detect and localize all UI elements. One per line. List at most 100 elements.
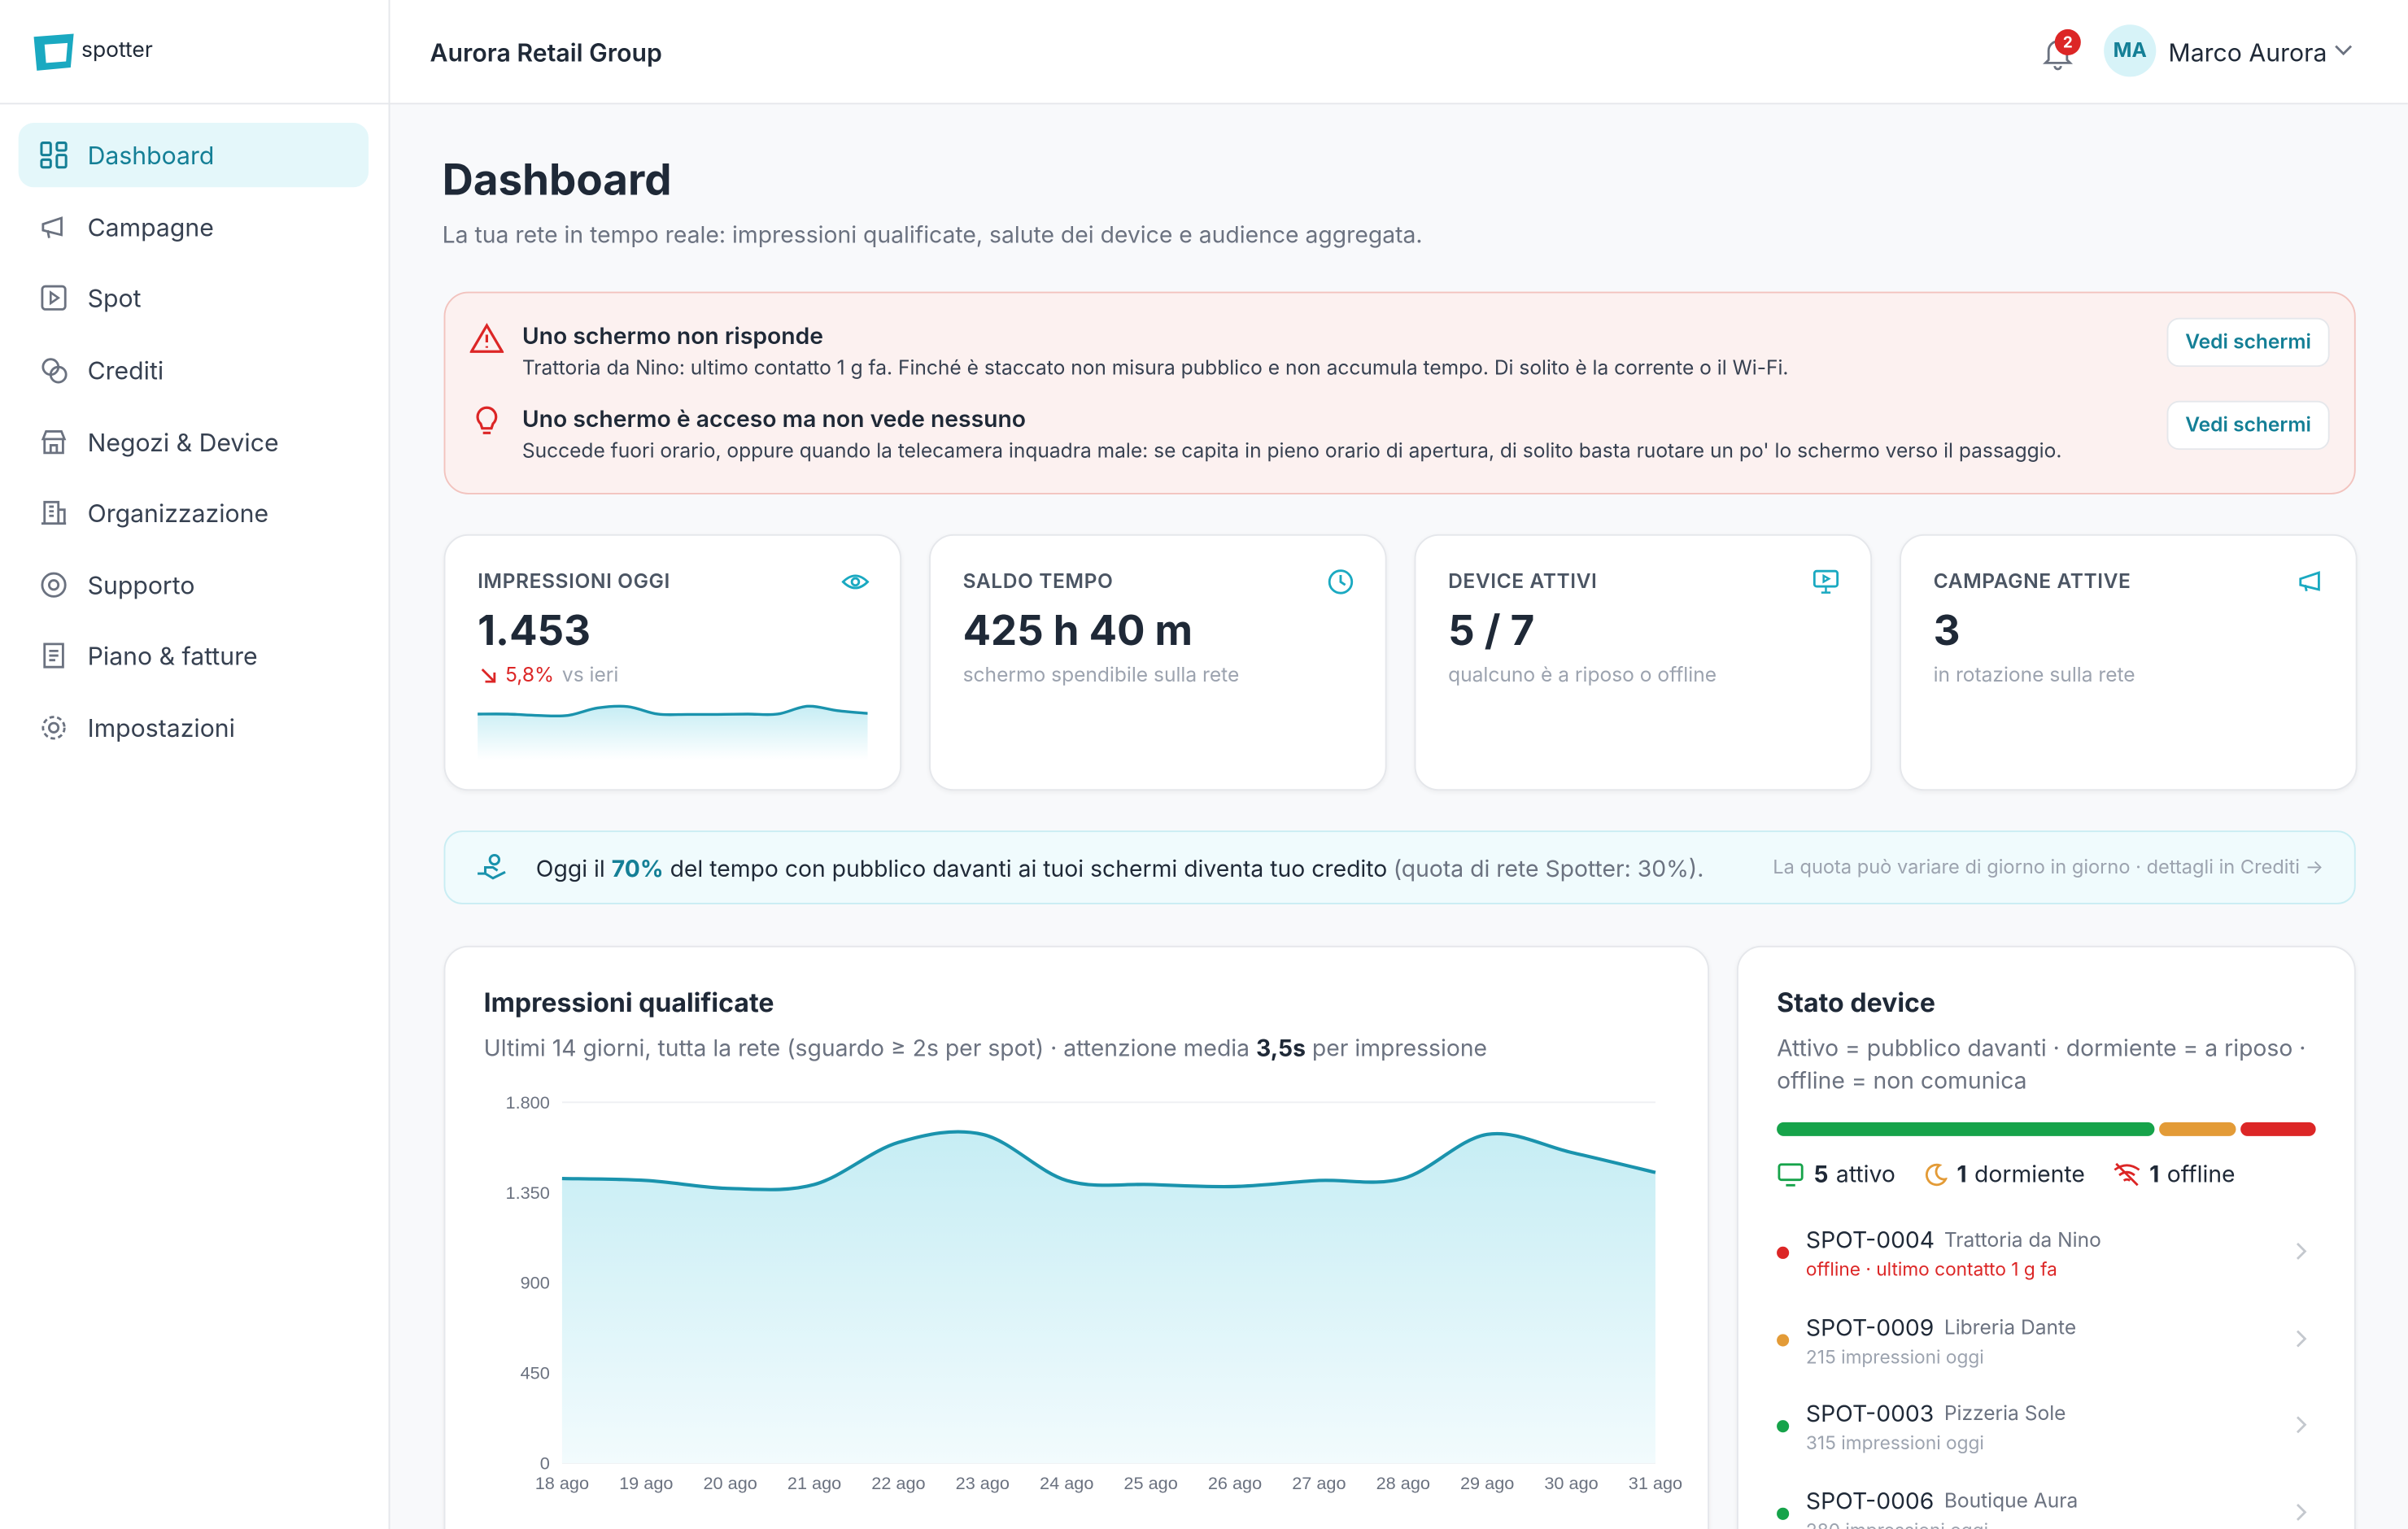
warning-icon bbox=[469, 323, 504, 353]
nav-item[interactable]: Crediti bbox=[19, 338, 369, 402]
user-name[interactable]: Marco Aurora bbox=[2168, 37, 2327, 68]
nav-label: Piano & fatture bbox=[87, 640, 258, 671]
avatar[interactable]: MA bbox=[2104, 24, 2157, 77]
nav-icon bbox=[41, 572, 67, 598]
device-row[interactable]: SPOT-0003 Pizzeria Sole 315 impressioni og… bbox=[1738, 1388, 2354, 1475]
credit-link[interactable]: La quota può variare di giorno in giorno… bbox=[1773, 856, 2324, 880]
nav-item[interactable]: Supporto bbox=[19, 553, 369, 617]
nav-icon bbox=[41, 358, 68, 384]
y-tick-label: 900 bbox=[521, 1273, 550, 1293]
x-tick-label: 30 ago bbox=[1544, 1473, 1598, 1493]
kpi-value: 1.453 bbox=[478, 604, 591, 656]
row-chevron bbox=[2296, 1243, 2307, 1260]
x-tick-label: 20 ago bbox=[704, 1473, 757, 1493]
nav-icon bbox=[41, 216, 63, 238]
alert-button[interactable]: Vedi schermi bbox=[2166, 317, 2330, 368]
device-place: Pizzeria Sole bbox=[1943, 1402, 2066, 1427]
x-tick-label: 23 ago bbox=[956, 1473, 1010, 1493]
device-list: SPOT-0004 Trattoria da Nino offline · ulti… bbox=[1738, 1214, 2354, 1529]
sparkline bbox=[478, 704, 868, 760]
device-row[interactable]: SPOT-0009 Libreria Dante 215 impressioni o… bbox=[1738, 1301, 2354, 1387]
nav-item[interactable]: Organizzazione bbox=[19, 481, 369, 545]
sparkline-area bbox=[478, 706, 868, 760]
active-icon bbox=[1778, 1162, 1804, 1186]
x-tick-label: 19 ago bbox=[619, 1473, 673, 1493]
nav-icon bbox=[41, 716, 66, 740]
nav-item[interactable]: Piano & fatture bbox=[19, 623, 369, 687]
nav-item[interactable]: Spot bbox=[19, 266, 369, 330]
nav-label: Impostazioni bbox=[87, 712, 235, 743]
kpi-delta-note: vs ieri bbox=[561, 663, 619, 688]
kpi-card: SALDO TEMPO 425 h 40 m schermo spendibil… bbox=[929, 534, 1387, 791]
count-dormant: 1 bbox=[1956, 1159, 1967, 1189]
nav-item[interactable]: Impostazioni bbox=[19, 695, 369, 760]
status-dot bbox=[1777, 1246, 1790, 1259]
subtitle-value: 3,5s bbox=[1256, 1033, 1306, 1063]
page-title: Dashboard bbox=[442, 153, 672, 206]
x-tick-label: 18 ago bbox=[535, 1473, 589, 1493]
credit-lead: Oggi il bbox=[535, 853, 605, 883]
x-tick-label: 27 ago bbox=[1292, 1473, 1346, 1493]
y-tick-label: 1.350 bbox=[506, 1183, 550, 1203]
notification-badge[interactable]: 2 bbox=[2054, 28, 2081, 55]
y-tick-label: 0 bbox=[540, 1453, 550, 1474]
nav-label: Crediti bbox=[87, 355, 164, 386]
y-tick-label: 1.800 bbox=[506, 1092, 550, 1113]
area bbox=[561, 1131, 1656, 1463]
device-row[interactable]: SPOT-0004 Trattoria da Nino offline · ulti… bbox=[1738, 1214, 2354, 1300]
x-tick-label: 28 ago bbox=[1376, 1473, 1430, 1493]
screen-icon bbox=[1813, 569, 1839, 594]
nav-label: Supporto bbox=[87, 569, 195, 601]
credit-text: Oggi il 70% del tempo con pubblico davan… bbox=[536, 854, 1704, 883]
x-tick-label: 21 ago bbox=[787, 1473, 841, 1493]
device-id: SPOT-0009 bbox=[1805, 1312, 1935, 1342]
chevron-path bbox=[2296, 1417, 2307, 1434]
nav-item[interactable]: Negozi & Device bbox=[19, 410, 369, 474]
nav-icon bbox=[41, 430, 67, 455]
chevron-path bbox=[2296, 1330, 2307, 1347]
page-subtitle: La tua rete in tempo reale: impressioni … bbox=[442, 219, 1423, 249]
nav-icon bbox=[40, 142, 68, 169]
subtitle-text: Ultimi 14 giorni, tutta la rete (sguardo… bbox=[483, 1033, 1250, 1063]
nav-item[interactable]: Dashboard bbox=[18, 123, 369, 188]
sleep-icon bbox=[1926, 1162, 1948, 1186]
nav-label: Organizzazione bbox=[87, 497, 269, 529]
chevron[interactable] bbox=[2334, 43, 2353, 59]
row-chevron bbox=[2296, 1330, 2307, 1347]
chevron-path bbox=[2296, 1243, 2307, 1260]
credit-main: del tempo con pubblico davanti ai tuoi s… bbox=[670, 853, 1388, 883]
device-id: SPOT-0003 bbox=[1805, 1399, 1935, 1429]
device-subtitle: Attivo = pubblico davanti · dormiente = … bbox=[1777, 1033, 2306, 1095]
device-status: 315 impressioni oggi bbox=[1805, 1431, 1984, 1455]
kpi-label: IMPRESSIONI OGGI bbox=[478, 569, 670, 595]
alert-button[interactable]: Vedi schermi bbox=[2166, 400, 2330, 451]
hand-icon bbox=[478, 853, 506, 880]
credit-share: 70% bbox=[611, 853, 664, 883]
alerts-panel: Uno schermo non risponde Trattoria da Ni… bbox=[443, 291, 2356, 494]
row-chevron bbox=[2296, 1504, 2307, 1522]
row-chevron bbox=[2296, 1417, 2307, 1434]
device-id: SPOT-0004 bbox=[1805, 1225, 1935, 1255]
bulb-icon bbox=[476, 406, 498, 434]
chart-title: Impressioni qualificate bbox=[483, 988, 774, 1020]
nav-icon bbox=[41, 500, 67, 525]
org-name: Aurora Retail Group bbox=[430, 37, 662, 68]
alert-text: Trattoria da Nino: ultimo contatto 1 g f… bbox=[521, 355, 1789, 381]
down-arrow bbox=[481, 669, 496, 683]
kpi-card: DEVICE ATTIVI 5 / 7 qualcuno è a riposo … bbox=[1414, 534, 1873, 791]
status-segment bbox=[2240, 1122, 2316, 1136]
kpi-value: 3 bbox=[1933, 604, 1961, 656]
device-row[interactable]: SPOT-0006 Boutique Aura 280 impressioni og… bbox=[1738, 1475, 2354, 1529]
divider bbox=[0, 102, 389, 105]
count-label: offline bbox=[2166, 1159, 2236, 1189]
status-legend: 5 attivo 1 dormiente 1 offline bbox=[1777, 1159, 2236, 1188]
kpi-label: CAMPAGNE ATTIVE bbox=[1933, 569, 2131, 595]
status-dot bbox=[1777, 1507, 1790, 1520]
device-status: 215 impressioni oggi bbox=[1805, 1344, 1984, 1368]
kpi-delta: 5,8% bbox=[505, 663, 555, 688]
nav-item[interactable]: Campagne bbox=[19, 195, 369, 259]
eye-icon bbox=[841, 574, 870, 590]
kpi-label: SALDO TEMPO bbox=[962, 569, 1114, 595]
kpi-card: IMPRESSIONI OGGI 1.453 5,8% vs ieri bbox=[443, 534, 902, 791]
